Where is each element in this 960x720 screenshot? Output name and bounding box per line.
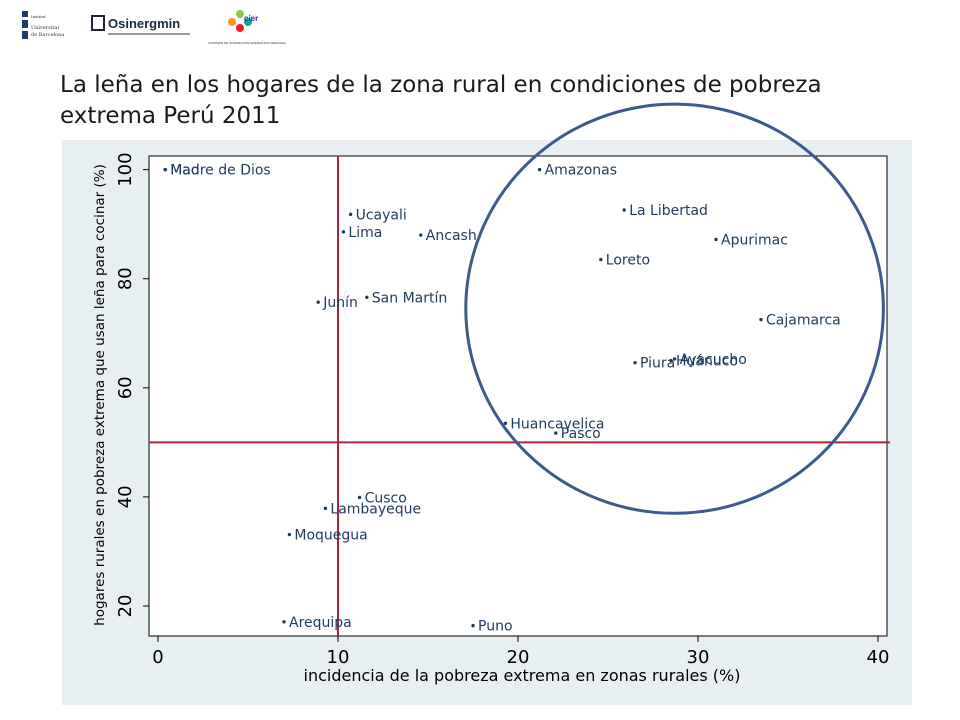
slide-title-line1: La leña en los hogares de la zona rural … <box>60 72 822 98</box>
x-tick-label: 40 <box>867 647 890 668</box>
data-point <box>672 357 677 361</box>
data-point-label: Madre de Dios <box>170 163 271 179</box>
cier-logo: cier COMISIÓN DE INTEGRACIÓN ENERGÉTICA … <box>208 10 287 45</box>
data-point-label: Cusco <box>365 490 407 506</box>
x-tick-label: 30 <box>687 647 710 668</box>
data-point <box>633 361 637 365</box>
data-point-label: Puno <box>478 619 513 635</box>
plot-area <box>148 155 888 637</box>
data-point-label: San Martín <box>372 290 447 306</box>
data-point-label: Piura <box>640 356 675 372</box>
x-tick-label: 20 <box>507 647 530 668</box>
ub-logo: Institut Universitat de Barcelona <box>22 11 64 39</box>
data-point-label: Junín <box>322 295 358 311</box>
data-point <box>714 237 718 242</box>
header-logos: Institut Universitat de Barcelona Osiner… <box>22 10 287 45</box>
data-point <box>759 317 763 322</box>
data-point-label: Ucayali <box>356 207 407 223</box>
data-point-label: Amazonas <box>545 163 617 179</box>
x-tick-label: 0 <box>152 647 163 668</box>
data-point-label: La Libertad <box>629 203 708 219</box>
slide-title-line2: extrema Perú 2011 <box>60 103 281 129</box>
data-point <box>287 532 292 537</box>
svg-text:Institut: Institut <box>31 14 46 19</box>
data-point <box>599 257 603 262</box>
y-tick-label: 60 <box>115 376 136 399</box>
data-point <box>316 300 320 304</box>
data-point-label: Ancash <box>426 228 477 244</box>
y-tick-label: 40 <box>115 485 136 508</box>
data-point <box>622 208 626 212</box>
x-tick-label: 10 <box>327 647 350 668</box>
data-point-label: Arequipa <box>289 615 352 631</box>
data-point-label: Lambayeque <box>330 501 421 517</box>
data-point-label: Lima <box>348 225 382 241</box>
y-tick-label: 80 <box>115 267 136 290</box>
ub-logo-line1: Universitat <box>31 25 59 31</box>
highlight-ellipse <box>464 102 885 515</box>
y-tick-label: 100 <box>115 152 136 186</box>
data-point-label: Moquegua <box>294 528 367 544</box>
data-point-label: Ayacucho <box>680 352 747 368</box>
data-point-label: Pasco <box>561 426 601 442</box>
data-point <box>554 431 558 435</box>
data-point <box>341 230 346 234</box>
y-axis-label: hogares rurales en pobreza extrema que u… <box>92 164 108 626</box>
x-axis-label: incidencia de la pobreza extrema en zona… <box>304 666 741 685</box>
data-point <box>503 421 508 425</box>
data-point-label: Huánuco <box>676 354 738 370</box>
slide-title: La leña en los hogares de la zona rural … <box>60 70 940 132</box>
data-point <box>357 495 362 500</box>
osinergmin-logo-text: Osinergmin <box>108 16 180 31</box>
data-point <box>419 233 423 237</box>
y-tick-label: 20 <box>115 595 136 618</box>
data-point-label: Cajamarca <box>766 313 841 329</box>
data-point <box>537 167 542 172</box>
data-point <box>669 358 673 363</box>
osinergmin-logo: Osinergmin <box>91 15 190 35</box>
cier-logo-text: cier <box>244 14 258 23</box>
data-point-label: Mad <box>170 163 200 179</box>
data-point-label: Loreto <box>606 253 650 269</box>
data-point-label: Huancavelica <box>510 416 604 432</box>
cier-logo-caption: COMISIÓN DE INTEGRACIÓN ENERGÉTICA REGIO… <box>208 40 287 45</box>
data-point-label: Apurimac <box>721 232 788 248</box>
data-point <box>471 623 475 628</box>
data-point <box>365 295 369 299</box>
ub-logo-line2: de Barcelona <box>31 32 64 38</box>
data-point <box>163 167 167 172</box>
data-point <box>348 212 353 217</box>
data-point <box>282 620 286 624</box>
data-point <box>323 506 328 511</box>
